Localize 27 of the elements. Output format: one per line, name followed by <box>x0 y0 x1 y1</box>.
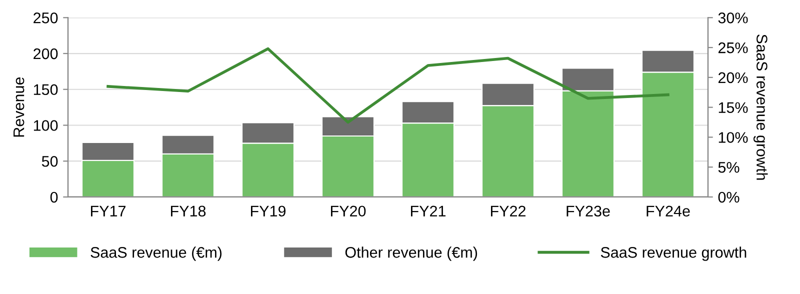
line-series <box>106 47 670 124</box>
y2-tick-label: 5% <box>718 162 740 173</box>
legend-label: SaaS revenue (€m) <box>90 246 222 261</box>
x-tick-label: FY20 <box>330 206 366 217</box>
y-axis-title: Revenue <box>14 77 24 137</box>
y2-axis-title: SaaS revenue growth <box>754 34 768 180</box>
x-tick-label: FY17 <box>90 206 126 216</box>
x-tick-label: FY21 <box>410 206 446 216</box>
y-tick-label: 250 <box>34 12 58 24</box>
x-tick-label: FY22 <box>490 206 526 216</box>
y2-tick-label: 15% <box>718 102 748 113</box>
legend-label: Other revenue (€m) <box>345 246 478 261</box>
y-tick-label: 0 <box>50 192 58 203</box>
x-tick-label: FY18 <box>170 206 206 217</box>
y2-tick-label: 25% <box>718 42 748 54</box>
y-tick-label: 100 <box>34 120 58 131</box>
x-tick-label: FY24e <box>646 206 690 217</box>
y2-tick-label: 30% <box>718 12 748 24</box>
y2-tick-label: 20% <box>718 72 748 84</box>
y2-tick-label: 10% <box>718 132 748 143</box>
y-tick-label: 200 <box>34 48 58 60</box>
legend-label: SaaS revenue growth <box>600 246 746 261</box>
x-tick-label: FY19 <box>250 206 286 217</box>
x-tick-label: FY23e <box>566 206 610 217</box>
y2-tick-label: 0% <box>718 192 740 203</box>
y-tick-label: 150 <box>34 84 58 96</box>
y-tick-label: 50 <box>42 156 58 167</box>
